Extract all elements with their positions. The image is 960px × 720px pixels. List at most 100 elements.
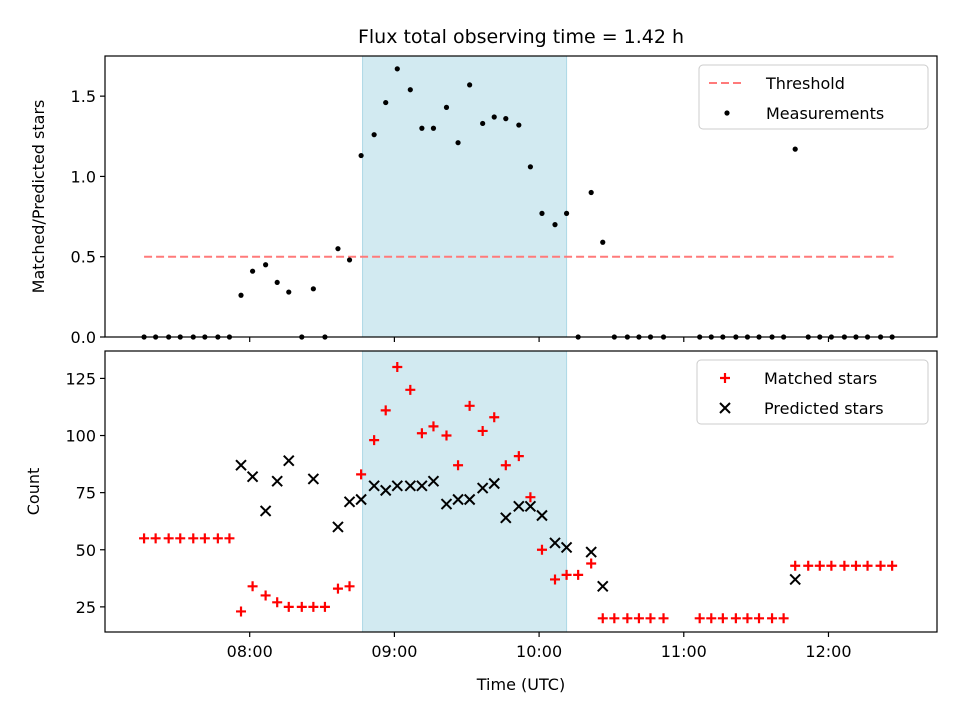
y-tick-label: 50 (76, 541, 96, 560)
matched-star-point (464, 400, 475, 411)
matched-star-point (586, 558, 597, 569)
matched-star-point (308, 601, 319, 612)
predicted-star-point (440, 498, 453, 510)
matched-star-point (163, 533, 174, 544)
measurement-point (527, 164, 534, 170)
matched-star-point (296, 601, 307, 612)
matched-star-point (706, 613, 717, 624)
y-tick-label: 100 (65, 427, 96, 446)
predicted-star-point (391, 480, 403, 492)
matched-star-point (742, 613, 753, 624)
predicted-star-point (513, 500, 525, 513)
matched-star-point (489, 412, 500, 423)
matched-star-point (369, 435, 380, 446)
matched-star-point (814, 560, 825, 571)
measurement-point (480, 120, 486, 127)
measurement-point (443, 104, 450, 110)
legend-measurement-swatch (724, 110, 730, 116)
measurement-point (263, 262, 269, 268)
matched-star-point (344, 581, 355, 592)
predicted-star-point (585, 546, 597, 558)
matched-star-point (550, 574, 561, 585)
predicted-star-point (416, 480, 428, 492)
axes-frame (104, 350, 938, 633)
legend-box (696, 359, 929, 425)
bottom-panel-count: 25 50 75 100 125 08:00 09:00 10:00 11:00 12:00 Cou… (24, 350, 938, 694)
matched-star-point (767, 613, 778, 624)
predicted-star-point (404, 480, 417, 492)
measurement-point (419, 125, 425, 131)
measurement-point (792, 146, 798, 152)
legend-label: Predicted stars (764, 399, 884, 418)
y-axis-label: Count (24, 468, 43, 516)
predicted-star-point (560, 541, 573, 554)
matched-star-point (319, 601, 330, 612)
axes-frame (104, 55, 938, 338)
matched-star-point (150, 533, 161, 544)
matched-star-point (453, 460, 464, 471)
measurement-point (588, 189, 594, 196)
y-tick-label: 0.5 (71, 248, 96, 267)
matched-star-point (730, 613, 741, 624)
matched-star-point (850, 560, 861, 571)
legend-predicted-swatch (719, 402, 731, 414)
matched-star-point (392, 361, 403, 372)
predicted-star-point (500, 512, 512, 524)
predicted-star-point (597, 580, 609, 593)
measurement-point (430, 125, 437, 131)
predicted-star-point (452, 493, 464, 506)
measurement-point (238, 292, 244, 298)
legend-label: Threshold (765, 74, 845, 93)
predicted-star-point (246, 470, 259, 483)
predicted-star-point (259, 505, 272, 517)
predicted-star-point (789, 573, 801, 586)
matched-star-point (188, 533, 199, 544)
legend-label: Measurements (766, 104, 884, 123)
predicted-star-point (368, 480, 380, 492)
x-tick-label: 12:00 (805, 642, 851, 661)
matched-star-point (283, 601, 294, 612)
predicted-star-point (536, 509, 548, 522)
matched-star-point (645, 613, 656, 624)
measurement-point (310, 286, 316, 292)
matched-star-point (247, 581, 258, 592)
measurement-point (491, 114, 497, 120)
x-axis-label: Time (UTC) (476, 675, 565, 694)
matched-star-point (513, 451, 524, 462)
matched-star-point (380, 405, 391, 416)
matched-star-point (416, 428, 427, 439)
predicted-star-point (524, 500, 537, 513)
matched-star-point (803, 560, 814, 571)
measurement-point (407, 87, 413, 93)
predicted-star-point (380, 484, 392, 497)
matched-star-point (525, 492, 536, 503)
predicted-star-point (427, 475, 440, 487)
matched-star-point (694, 613, 705, 624)
observing-window-shade (362, 55, 568, 338)
observing-window-shade (362, 350, 568, 633)
legend-box (698, 64, 929, 130)
x-tick-label: 08:00 (227, 642, 273, 661)
measurement-point (455, 140, 461, 146)
predicted-star-point (332, 521, 344, 533)
matched-star-point (139, 533, 150, 544)
predicted-star-point (307, 473, 320, 485)
measurement-point (335, 246, 341, 252)
matched-star-point (597, 613, 608, 624)
matched-star-point (212, 533, 223, 544)
predicted-star-point (476, 482, 489, 494)
matched-star-point (332, 583, 343, 594)
legend-label: Matched stars (764, 369, 877, 388)
predicted-star-point (549, 537, 561, 549)
measurement-point (394, 66, 400, 72)
measurement-point (503, 116, 509, 122)
predicted-star-point (283, 454, 295, 467)
measurement-point (383, 99, 389, 106)
legend-matched-swatch (720, 373, 730, 383)
x-tick-label: 09:00 (371, 642, 417, 661)
matched-star-point (622, 613, 633, 624)
matched-star-point (199, 533, 210, 544)
y-tick-label: 125 (65, 369, 96, 388)
measurement-point (552, 222, 558, 228)
measurement-point (467, 82, 473, 88)
